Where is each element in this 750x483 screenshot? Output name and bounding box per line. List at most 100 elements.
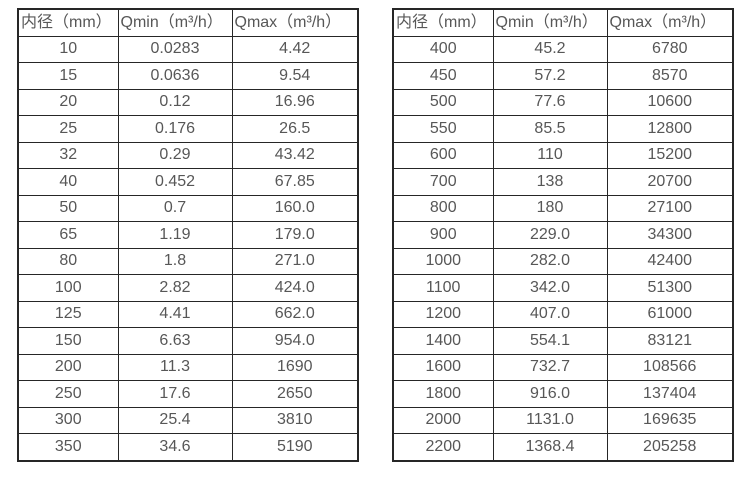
table-row: 40 0.452 67.85 (17, 168, 359, 196)
table-row: 250 17.6 2650 (17, 380, 359, 408)
table-cell: 0.176 (117, 115, 233, 143)
table-cell: 342.0 (492, 274, 608, 302)
table-cell: 0.452 (117, 168, 233, 196)
table-cell: 3810 (231, 406, 359, 434)
header-row: 内径（mm） Qmin（m³/h） Qmax（m³/h） (392, 8, 734, 37)
table-row: 125 4.41 662.0 (17, 300, 359, 328)
table-row: 1400 554.1 83121 (392, 327, 734, 355)
table-row: 150 6.63 954.0 (17, 327, 359, 355)
table-row: 500 77.6 10600 (392, 88, 734, 116)
table-row: 800 180 27100 (392, 194, 734, 222)
table-cell: 43.42 (231, 141, 359, 169)
table-cell: 8570 (606, 62, 734, 90)
table-cell: 150 (17, 327, 119, 355)
table-cell: 25 (17, 115, 119, 143)
table-cell: 180 (492, 194, 608, 222)
table-cell: 1100 (392, 274, 494, 302)
table-cell: 50 (17, 194, 119, 222)
table-cell: 32 (17, 141, 119, 169)
table-cell: 1000 (392, 247, 494, 275)
column-header-2: Qmax（m³/h） (231, 8, 359, 37)
table-cell: 600 (392, 141, 494, 169)
table-cell: 108566 (606, 353, 734, 381)
table-row: 450 57.2 8570 (392, 62, 734, 90)
table-cell: 229.0 (492, 221, 608, 249)
table-row: 300 25.4 3810 (17, 406, 359, 434)
table-row: 400 45.2 6780 (392, 35, 734, 63)
table-cell: 500 (392, 88, 494, 116)
table-cell: 169635 (606, 406, 734, 434)
table-cell: 0.0636 (117, 62, 233, 90)
table-row: 20 0.12 16.96 (17, 88, 359, 116)
table-cell: 0.0283 (117, 35, 233, 63)
table-cell: 6780 (606, 35, 734, 63)
table-cell: 57.2 (492, 62, 608, 90)
flow-rate-table-large-diameters: 内径（mm） Qmin（m³/h） Qmax（m³/h） 400 45.2 6780 45… (392, 8, 734, 462)
table-cell: 2200 (392, 433, 494, 461)
table-cell: 250 (17, 380, 119, 408)
table-row: 900 229.0 34300 (392, 221, 734, 249)
table-cell: 0.29 (117, 141, 233, 169)
table-header-row: 内径（mm） Qmin（m³/h） Qmax（m³/h） (392, 8, 734, 37)
table-cell: 125 (17, 300, 119, 328)
table-cell: 1400 (392, 327, 494, 355)
table-cell: 77.6 (492, 88, 608, 116)
table-row: 700 138 20700 (392, 168, 734, 196)
table-cell: 700 (392, 168, 494, 196)
table-row: 1000 282.0 42400 (392, 247, 734, 275)
table-cell: 9.54 (231, 62, 359, 90)
table-cell: 10 (17, 35, 119, 63)
table-row: 1200 407.0 61000 (392, 300, 734, 328)
table-body: 10 0.0283 4.42 15 0.0636 9.54 20 0.12 16.96 25 0.1… (17, 35, 359, 461)
table-cell: 15 (17, 62, 119, 90)
table-row: 80 1.8 271.0 (17, 247, 359, 275)
table-cell: 1200 (392, 300, 494, 328)
column-header-0: 内径（mm） (17, 8, 119, 37)
table-cell: 2650 (231, 380, 359, 408)
table-cell: 12800 (606, 115, 734, 143)
table-cell: 2000 (392, 406, 494, 434)
table-row: 200 11.3 1690 (17, 353, 359, 381)
table-cell: 6.63 (117, 327, 233, 355)
table-cell: 205258 (606, 433, 734, 461)
table-header-row: 内径（mm） Qmin（m³/h） Qmax（m³/h） (17, 8, 359, 37)
column-header-1: Qmin（m³/h） (492, 8, 608, 37)
table-row: 2000 1131.0 169635 (392, 406, 734, 434)
table-cell: 1800 (392, 380, 494, 408)
table-cell: 65 (17, 221, 119, 249)
table-row: 1600 732.7 108566 (392, 353, 734, 381)
table-cell: 1.8 (117, 247, 233, 275)
table-cell: 1600 (392, 353, 494, 381)
table-row: 2200 1368.4 205258 (392, 433, 734, 461)
table-cell: 40 (17, 168, 119, 196)
table-cell: 11.3 (117, 353, 233, 381)
table-cell: 67.85 (231, 168, 359, 196)
table-cell: 45.2 (492, 35, 608, 63)
table-row: 1100 342.0 51300 (392, 274, 734, 302)
table-cell: 100 (17, 274, 119, 302)
table-cell: 400 (392, 35, 494, 63)
table-cell: 51300 (606, 274, 734, 302)
table-cell: 1368.4 (492, 433, 608, 461)
table-cell: 110 (492, 141, 608, 169)
table-cell: 25.4 (117, 406, 233, 434)
table-cell: 4.42 (231, 35, 359, 63)
table-cell: 179.0 (231, 221, 359, 249)
table-cell: 5190 (231, 433, 359, 461)
table-cell: 42400 (606, 247, 734, 275)
table-row: 65 1.19 179.0 (17, 221, 359, 249)
table-cell: 2.82 (117, 274, 233, 302)
table-cell: 1690 (231, 353, 359, 381)
flow-rate-tables-container: 内径（mm） Qmin（m³/h） Qmax（m³/h） 10 0.0283 4.42 1… (17, 8, 734, 462)
table-cell: 900 (392, 221, 494, 249)
table-cell: 282.0 (492, 247, 608, 275)
table-cell: 300 (17, 406, 119, 434)
table-row: 50 0.7 160.0 (17, 194, 359, 222)
table-cell: 1.19 (117, 221, 233, 249)
table-cell: 61000 (606, 300, 734, 328)
table-cell: 20700 (606, 168, 734, 196)
table-cell: 85.5 (492, 115, 608, 143)
table-cell: 27100 (606, 194, 734, 222)
table-cell: 350 (17, 433, 119, 461)
table-cell: 916.0 (492, 380, 608, 408)
